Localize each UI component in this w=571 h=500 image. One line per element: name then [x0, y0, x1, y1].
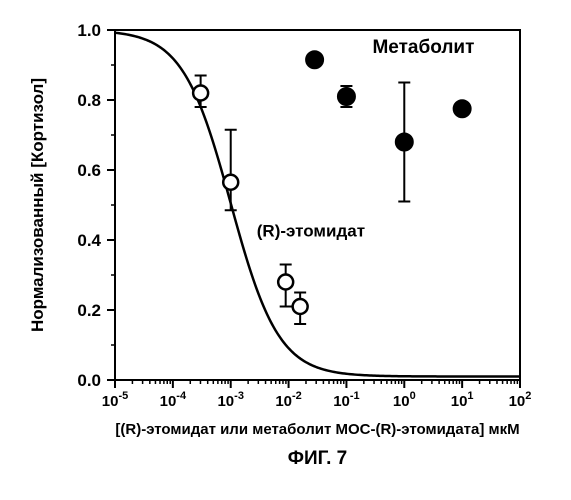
figure-caption: ФИГ. 7: [288, 448, 347, 469]
figure-container: 0.00.20.40.60.81.010-510-410-310-210-110…: [0, 0, 571, 500]
chart-svg: 0.00.20.40.60.81.010-510-410-310-210-110…: [0, 0, 571, 500]
y-tick-label: 0.6: [77, 161, 101, 180]
data-point: [454, 100, 471, 117]
data-point: [338, 88, 355, 105]
data-point: [223, 175, 238, 190]
data-point: [396, 134, 413, 151]
data-point: [306, 51, 323, 68]
y-axis-label: Нормализованный [Кортизол]: [28, 78, 47, 332]
x-axis-label: [(R)-этомидат или метаболит MOC-(R)-этом…: [115, 421, 519, 438]
series-label-(R)-этомидат: (R)-этомидат: [257, 222, 365, 241]
data-point: [278, 275, 293, 290]
y-tick-label: 0.8: [77, 91, 101, 110]
y-tick-label: 0.0: [77, 371, 101, 390]
series-label-Метаболит: Метаболит: [372, 37, 474, 58]
y-tick-label: 0.2: [77, 301, 101, 320]
y-tick-label: 0.4: [77, 231, 101, 250]
data-point: [193, 86, 208, 101]
data-point: [293, 299, 308, 314]
y-tick-label: 1.0: [77, 21, 101, 40]
